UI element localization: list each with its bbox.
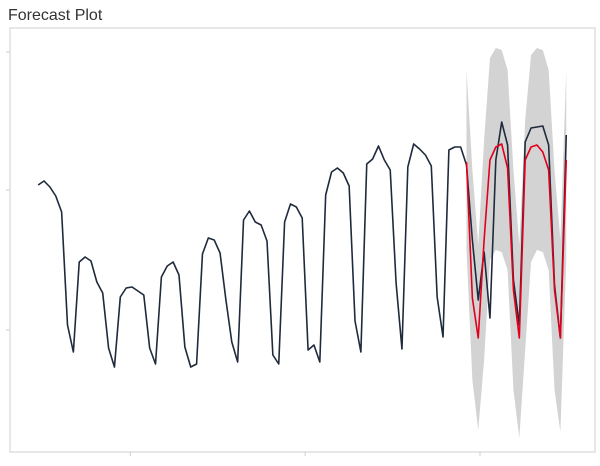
- actual-line: [37, 121, 568, 368]
- forecast-line: [465, 143, 568, 339]
- forecast-band: [466, 48, 567, 438]
- plot-frame: [9, 27, 596, 453]
- chart-title: Forecast Plot: [8, 7, 103, 24]
